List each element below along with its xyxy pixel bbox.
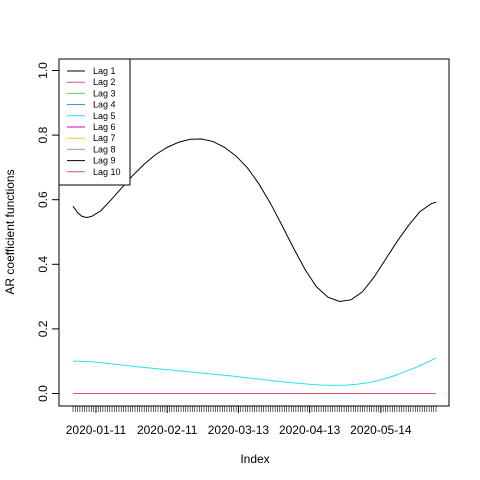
y-tick-label: 0.2 [36,320,50,337]
x-tick-label: 2020-01-11 [66,423,127,437]
series-line-lag-1 [72,138,437,302]
y-tick-label: 0.0 [36,385,50,402]
legend-label: Lag 2 [93,77,116,87]
legend-label: Lag 7 [93,133,116,143]
legend-label: Lag 5 [93,111,116,121]
legend-label: Lag 6 [93,122,116,132]
legend-label: Lag 9 [93,156,116,166]
x-tick-label: 2020-03-13 [208,423,270,437]
y-tick-label: 0.6 [36,191,50,208]
y-tick-label: 0.4 [36,256,50,273]
series-line-lag-5 [73,357,437,386]
x-axis: 2020-01-11 2020-02-11 2020-03-13 2020-04-13… [66,406,437,437]
legend-label: Lag 8 [93,144,116,154]
x-axis-title: Index [240,452,269,466]
legend-label: Lag 10 [93,167,121,177]
plot-frame [58,58,450,407]
legend-label: Lag 1 [93,66,116,76]
y-axis-title: AR coefficient functions [3,169,17,294]
x-tick-label: 2020-02-11 [137,423,198,437]
y-axis: 0.0 0.2 0.4 0.6 0.8 1.0 [36,62,59,402]
y-tick-label: 1.0 [36,62,50,79]
plot-area [58,58,450,407]
x-tick-label: 2020-04-13 [279,423,341,437]
x-tick-label: 2020-05-14 [350,423,412,437]
y-tick-label: 0.8 [36,126,50,143]
legend-box [58,58,131,186]
legend-label: Lag 3 [93,88,116,98]
legend-label: Lag 4 [93,100,116,110]
